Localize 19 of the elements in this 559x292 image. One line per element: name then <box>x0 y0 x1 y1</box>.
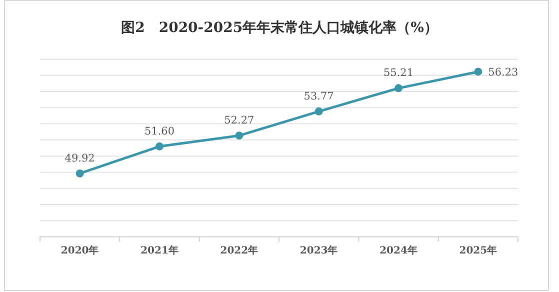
x-tick-label: 2023年 <box>300 244 338 257</box>
point <box>156 142 164 150</box>
point <box>474 68 482 76</box>
point <box>235 132 244 140</box>
data-label: 49.92 <box>64 152 95 164</box>
data-label: 52.27 <box>224 114 254 127</box>
data-label: 56.23 <box>488 66 518 79</box>
x-tick-label: 2025年 <box>459 244 498 257</box>
chart-title: 图2 2020-2025年年末常住人口城镇化率（%） <box>121 19 438 36</box>
data-label: 55.21 <box>383 67 414 80</box>
x-tick-label: 2020年 <box>60 244 99 257</box>
point <box>76 169 84 178</box>
data-label: 51.60 <box>144 125 175 138</box>
data-label: 53.77 <box>304 90 334 102</box>
x-tick-label: 2021年 <box>140 244 178 257</box>
x-tick-label: 2024年 <box>380 244 418 257</box>
point <box>314 107 323 116</box>
point <box>394 84 402 92</box>
x-tick-label: 2022年 <box>220 244 258 257</box>
